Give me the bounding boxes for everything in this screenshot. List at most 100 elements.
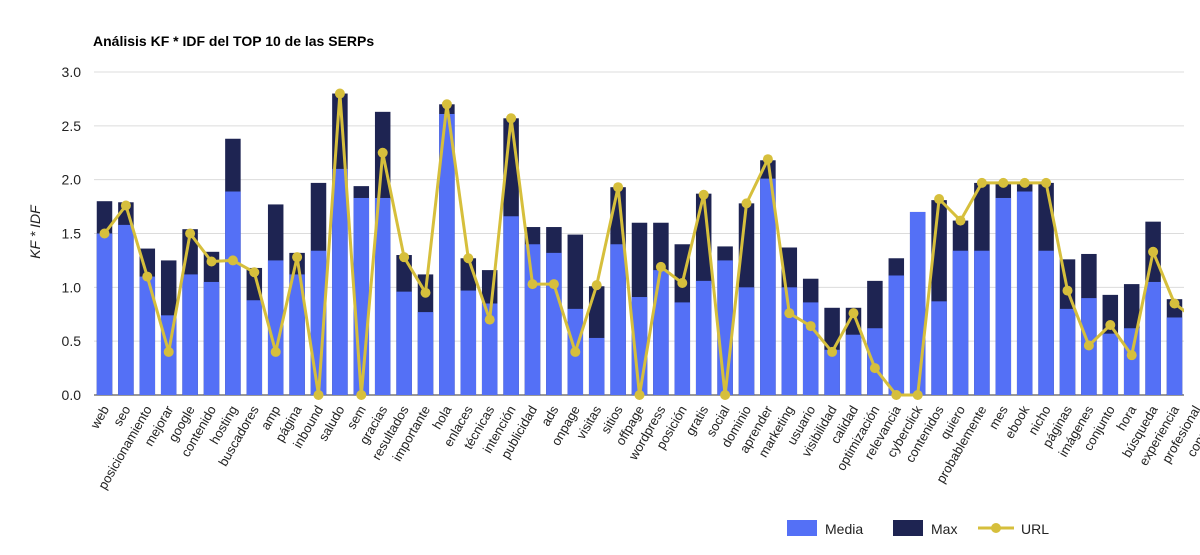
url-point (998, 177, 1009, 188)
bar-media (760, 178, 776, 395)
y-tick-label: 0.0 (62, 387, 82, 403)
legend-url-marker (991, 523, 1001, 533)
bar-media (867, 328, 883, 395)
bar-media (717, 260, 733, 395)
url-point (869, 363, 880, 374)
url-point (313, 390, 324, 400)
url-point (848, 308, 859, 319)
url-point (1062, 285, 1073, 296)
y-tick-label: 1.5 (62, 226, 82, 242)
url-point (827, 346, 838, 357)
y-tick-label: 0.5 (62, 333, 82, 349)
bar-media (118, 224, 134, 395)
url-point (955, 215, 966, 226)
url-point (99, 228, 110, 239)
url-line-series (99, 88, 1200, 400)
url-point (1148, 246, 1159, 257)
legend-max-swatch (893, 520, 923, 536)
url-point (891, 390, 902, 400)
url-point (1041, 177, 1052, 188)
url-series-group (99, 88, 1200, 400)
url-point (420, 287, 431, 298)
bar-media (396, 291, 412, 395)
bar-media (824, 349, 840, 395)
bar-media (1145, 281, 1161, 395)
bar-media (417, 312, 434, 395)
url-point (591, 280, 602, 291)
x-tick-label: web (87, 403, 112, 432)
legend: Media Max URL (787, 520, 1049, 537)
media-bars (96, 113, 1183, 396)
y-tick-label: 2.5 (62, 118, 82, 134)
bar-media (1016, 191, 1033, 395)
bar-media (653, 270, 669, 395)
url-point (698, 189, 709, 200)
url-point (805, 321, 816, 332)
url-point (720, 390, 731, 400)
url-point (292, 252, 303, 263)
bar-media (909, 211, 926, 395)
y-tick-label: 2.0 (62, 172, 82, 188)
url-point (463, 253, 474, 264)
bar-media (374, 197, 391, 395)
bar-media (974, 250, 990, 395)
url-point (912, 390, 923, 400)
url-point (185, 228, 196, 239)
bar-media (524, 244, 541, 395)
url-point (356, 390, 367, 400)
y-axis-label: KF * IDF (27, 204, 43, 259)
legend-media-swatch (787, 520, 817, 536)
bar-media (139, 276, 156, 395)
url-point (120, 200, 131, 211)
legend-max-label: Max (931, 521, 957, 537)
bar-media (332, 168, 348, 395)
url-point (206, 256, 217, 267)
url-point (613, 182, 624, 193)
y-tick-label: 1.0 (62, 279, 82, 295)
url-point (506, 113, 517, 124)
url-point (1169, 298, 1180, 309)
bar-media (96, 233, 113, 395)
chart-title: Análisis KF * IDF del TOP 10 de las SERP… (93, 33, 374, 49)
url-point (1083, 340, 1094, 351)
url-point (1126, 350, 1137, 361)
bar-media (1102, 333, 1119, 395)
url-point (570, 346, 581, 357)
bar-media (888, 275, 905, 395)
url-point (655, 261, 666, 272)
bar-media (674, 302, 691, 395)
url-point (227, 255, 238, 266)
url-point (484, 314, 495, 325)
url-point (334, 88, 345, 99)
bar-media (1123, 328, 1140, 395)
url-point (399, 252, 410, 263)
url-point (527, 279, 538, 290)
bar-media (481, 303, 498, 395)
bar-media (738, 287, 755, 395)
url-point (934, 194, 945, 205)
bar-media (1038, 250, 1054, 395)
url-point (441, 99, 452, 110)
bar-media (952, 250, 969, 395)
url-point (377, 147, 388, 158)
bar-media (695, 280, 712, 395)
url-point (270, 346, 281, 357)
x-axis-labels: webseoposicionamientomejorargoogleconten… (87, 402, 1200, 492)
bar-media (546, 252, 562, 395)
bar-media (995, 197, 1012, 395)
url-point (1019, 177, 1030, 188)
bar-media (1166, 317, 1183, 395)
y-axis-ticks: 0.0 0.5 1.0 1.5 2.0 2.5 3.0 (62, 64, 82, 403)
bar-media (931, 301, 947, 395)
url-point (784, 308, 795, 319)
bar-media (845, 334, 862, 395)
y-tick-label: 3.0 (62, 64, 82, 80)
url-point (163, 346, 174, 357)
bar-media (289, 274, 305, 395)
url-point (762, 154, 773, 165)
bar-media (182, 274, 198, 395)
url-point (142, 271, 153, 282)
url-point (1191, 315, 1200, 325)
bar-media (246, 300, 263, 395)
